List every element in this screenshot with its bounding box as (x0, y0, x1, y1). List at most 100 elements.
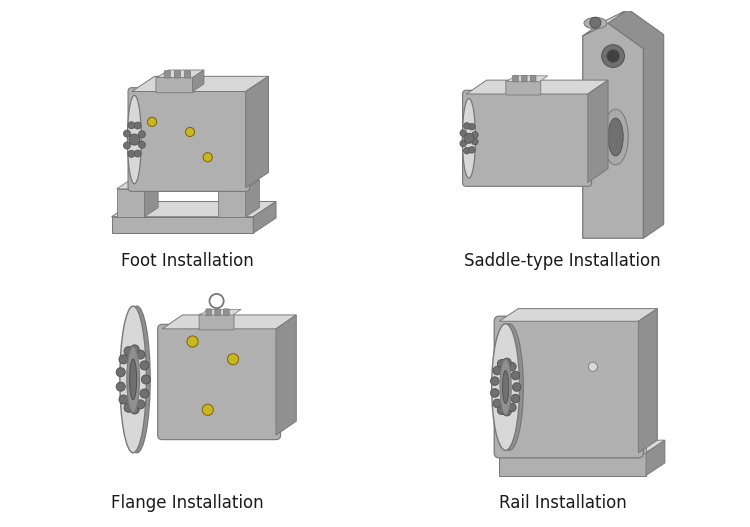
Circle shape (512, 371, 520, 380)
Ellipse shape (603, 109, 628, 165)
Circle shape (124, 403, 134, 412)
Text: Rail Installation: Rail Installation (499, 494, 626, 512)
Polygon shape (158, 70, 204, 77)
FancyBboxPatch shape (506, 80, 541, 95)
Polygon shape (217, 180, 259, 189)
Ellipse shape (130, 359, 136, 399)
Circle shape (141, 375, 151, 384)
Circle shape (140, 389, 149, 398)
Circle shape (129, 134, 140, 145)
Circle shape (140, 361, 149, 370)
Circle shape (508, 403, 516, 412)
Polygon shape (636, 402, 646, 453)
Circle shape (187, 336, 198, 347)
Circle shape (512, 383, 521, 392)
FancyBboxPatch shape (128, 87, 250, 191)
Circle shape (490, 388, 499, 397)
Circle shape (497, 359, 506, 368)
Circle shape (128, 122, 135, 129)
FancyBboxPatch shape (530, 75, 536, 82)
Circle shape (464, 148, 470, 154)
Circle shape (139, 131, 146, 138)
Text: Saddle-type Installation: Saddle-type Installation (464, 252, 661, 270)
Circle shape (497, 406, 506, 415)
FancyBboxPatch shape (463, 90, 592, 187)
Polygon shape (588, 80, 608, 182)
Polygon shape (117, 189, 145, 217)
Polygon shape (246, 180, 259, 217)
Ellipse shape (120, 306, 146, 453)
Ellipse shape (462, 99, 476, 178)
FancyBboxPatch shape (158, 324, 280, 440)
Polygon shape (112, 201, 276, 217)
Circle shape (469, 147, 475, 153)
Circle shape (119, 395, 128, 404)
Circle shape (602, 45, 625, 67)
FancyBboxPatch shape (164, 71, 170, 78)
Polygon shape (162, 315, 296, 329)
Polygon shape (466, 80, 608, 94)
Circle shape (469, 123, 475, 130)
Polygon shape (276, 315, 296, 435)
Circle shape (508, 363, 516, 371)
Circle shape (493, 366, 502, 375)
Polygon shape (193, 70, 204, 92)
FancyBboxPatch shape (494, 316, 644, 458)
Circle shape (490, 377, 499, 385)
Circle shape (460, 140, 466, 147)
Circle shape (134, 150, 141, 157)
Polygon shape (254, 201, 276, 233)
Circle shape (512, 394, 520, 403)
Polygon shape (117, 180, 158, 189)
Ellipse shape (492, 324, 520, 450)
Polygon shape (507, 76, 548, 81)
Polygon shape (500, 440, 665, 453)
Polygon shape (500, 453, 646, 475)
Circle shape (493, 399, 502, 408)
Polygon shape (200, 309, 242, 315)
Circle shape (139, 141, 146, 148)
FancyBboxPatch shape (224, 309, 230, 316)
Circle shape (148, 118, 157, 126)
Circle shape (124, 142, 130, 149)
Circle shape (185, 128, 194, 136)
Circle shape (134, 122, 141, 129)
Circle shape (227, 354, 238, 365)
FancyBboxPatch shape (513, 75, 518, 82)
Circle shape (202, 404, 213, 415)
Polygon shape (112, 217, 254, 233)
Circle shape (136, 400, 145, 409)
Circle shape (130, 405, 140, 414)
Ellipse shape (124, 306, 150, 453)
Polygon shape (500, 309, 657, 321)
Polygon shape (583, 23, 644, 238)
Circle shape (124, 130, 130, 137)
Circle shape (472, 139, 478, 145)
Circle shape (472, 132, 478, 138)
Circle shape (590, 17, 601, 28)
Circle shape (119, 355, 128, 364)
Circle shape (503, 407, 512, 416)
Circle shape (588, 362, 598, 372)
FancyBboxPatch shape (184, 71, 190, 78)
Polygon shape (638, 309, 657, 453)
Polygon shape (217, 189, 246, 217)
Ellipse shape (584, 17, 607, 29)
Ellipse shape (500, 359, 512, 415)
FancyBboxPatch shape (521, 75, 527, 82)
FancyBboxPatch shape (200, 314, 234, 330)
FancyBboxPatch shape (174, 71, 181, 78)
Polygon shape (646, 440, 665, 475)
Ellipse shape (127, 347, 140, 412)
Polygon shape (145, 180, 158, 217)
Polygon shape (608, 9, 664, 238)
Ellipse shape (608, 118, 623, 156)
Polygon shape (500, 397, 517, 402)
Polygon shape (500, 402, 509, 453)
Ellipse shape (503, 370, 509, 404)
Polygon shape (583, 9, 628, 36)
Circle shape (116, 368, 125, 377)
Circle shape (464, 123, 470, 129)
Circle shape (460, 130, 466, 136)
Text: Foot Installation: Foot Installation (122, 252, 254, 270)
